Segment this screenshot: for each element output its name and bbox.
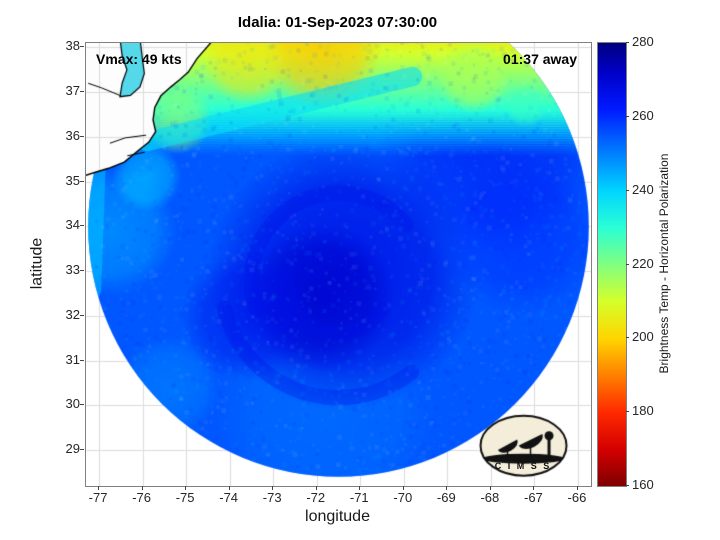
y-tick-mark (80, 270, 84, 272)
colorbar-tick-mark (626, 42, 629, 43)
x-tick-label: -77 (88, 490, 108, 505)
colorbar (597, 42, 627, 487)
x-tick-mark (141, 486, 143, 490)
time-away-annotation: 01:37 away (503, 51, 577, 67)
x-tick-label: -74 (219, 490, 239, 505)
x-tick-mark (359, 486, 361, 490)
y-tick-label: 32 (65, 306, 80, 322)
colorbar-tick-mark (626, 337, 629, 339)
y-tick-mark (80, 314, 84, 316)
colorbar-tick-label: 180 (632, 403, 654, 419)
y-tick-label: 29 (65, 441, 80, 457)
x-tick-mark (98, 486, 100, 490)
x-tick-label: -70 (393, 490, 413, 505)
x-tick-mark (315, 486, 317, 490)
x-tick-label: -75 (175, 490, 195, 505)
y-tick-mark (80, 180, 84, 182)
colorbar-tick-mark (626, 263, 629, 265)
satellite-swath-canvas (86, 43, 591, 486)
x-tick-label: -67 (523, 490, 543, 505)
chart-title: Idalia: 01-Sep-2023 07:30:00 (237, 14, 438, 31)
colorbar-gradient (598, 43, 626, 486)
x-tick-mark (402, 486, 404, 490)
y-tick-mark (80, 135, 84, 137)
x-tick-mark (272, 486, 274, 490)
x-tick-mark (228, 486, 230, 490)
vmax-annotation: Vmax: 49 kts (96, 51, 182, 67)
x-tick-label: -66 (567, 490, 587, 505)
colorbar-tick-label: 260 (632, 107, 654, 123)
y-tick-label: 34 (65, 217, 80, 233)
y-tick-mark (80, 359, 84, 361)
y-tick-mark (80, 46, 84, 48)
y-tick-label: 33 (65, 262, 80, 278)
y-tick-label: 30 (65, 396, 80, 412)
y-tick-label: 38 (65, 38, 80, 54)
x-tick-label: -68 (480, 490, 500, 505)
colorbar-tick-label: 160 (632, 477, 654, 492)
y-tick-label: 36 (65, 127, 80, 143)
x-tick-mark (185, 486, 187, 490)
colorbar-tick-label: 280 (632, 34, 654, 49)
colorbar-tick-mark (626, 189, 629, 191)
colorbar-tick-label: 220 (632, 255, 654, 271)
x-tick-mark (576, 486, 578, 490)
x-tick-mark (533, 486, 535, 490)
x-tick-mark (446, 486, 448, 490)
y-axis-label: latitude (28, 237, 46, 290)
cimss-logo-text: C I M S S (494, 461, 552, 471)
x-tick-label: -69 (436, 490, 456, 505)
x-tick-label: -72 (306, 490, 326, 505)
x-tick-label: -73 (262, 490, 282, 505)
plot-area: Vmax: 49 kts 01:37 away (85, 42, 592, 487)
x-tick-label: -76 (132, 490, 151, 505)
y-tick-mark (80, 404, 84, 406)
colorbar-tick-label: 200 (632, 329, 654, 345)
colorbar-tick-mark (626, 485, 629, 486)
y-tick-label: 35 (65, 172, 80, 188)
colorbar-tick-mark (626, 115, 629, 117)
y-tick-label: 37 (65, 83, 80, 99)
x-tick-mark (489, 486, 491, 490)
y-tick-label: 31 (65, 351, 80, 367)
colorbar-tick-label: 240 (632, 181, 654, 197)
y-tick-mark (80, 449, 84, 451)
y-tick-mark (80, 91, 84, 93)
colorbar-tick-mark (626, 411, 629, 413)
x-tick-label: -71 (349, 490, 369, 505)
y-tick-mark (80, 225, 84, 227)
x-axis-label: longitude (305, 508, 370, 525)
